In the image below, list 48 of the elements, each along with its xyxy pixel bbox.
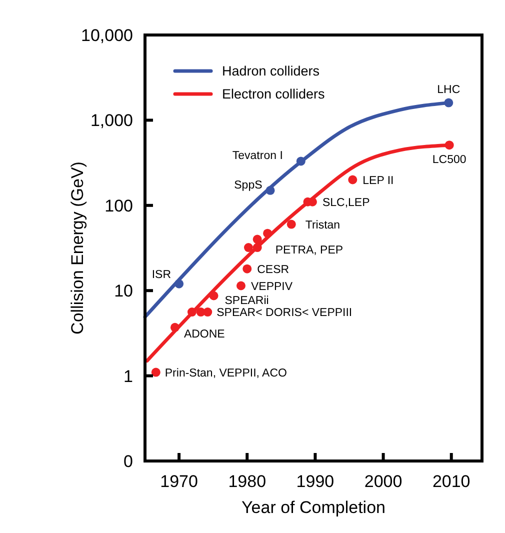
annotation: SPEARii	[224, 294, 269, 307]
point	[203, 308, 212, 317]
x-tick-label: 1970	[160, 472, 198, 491]
point	[242, 264, 252, 274]
point	[286, 220, 296, 229]
y-axis-title: Collision Energy (GeV)	[68, 162, 87, 334]
annotation: Prin-Stan, VEPPII, ACO	[164, 367, 288, 380]
x-axis-title: Year of Completion	[242, 498, 386, 517]
point	[348, 175, 358, 184]
y-tick-label: 10,000	[81, 26, 133, 45]
x-tick-label: 2000	[364, 472, 402, 491]
point	[244, 243, 253, 252]
point	[236, 281, 246, 290]
y-tick-label: 100	[104, 196, 133, 216]
point	[209, 291, 218, 300]
x-tick-label: 2010	[432, 472, 470, 491]
point	[296, 156, 306, 166]
point	[187, 308, 196, 317]
annotation: VEPPIV	[250, 280, 293, 293]
y-tick-label: 1	[124, 366, 133, 386]
annotation: LHC	[437, 84, 460, 96]
point	[170, 322, 180, 332]
annotation: SppS	[234, 179, 263, 192]
annotation: Tevatron I	[232, 150, 283, 162]
annotation: Tristan	[305, 219, 340, 232]
point	[444, 98, 454, 108]
point	[174, 279, 184, 288]
y-tick-label: 0	[124, 452, 133, 471]
annotation: LEP II	[362, 174, 394, 187]
annotation: SPEAR< DORIS< VEPPIII	[216, 307, 352, 320]
point	[444, 140, 454, 150]
x-tick-label: 1980	[228, 472, 266, 491]
point	[151, 368, 160, 377]
point	[252, 243, 262, 252]
annotation: ADONE	[184, 328, 226, 340]
annotation: CESR	[257, 264, 290, 276]
annotation: SLC,LEP	[322, 196, 370, 209]
y-tick-label: 1,000	[90, 111, 133, 130]
x-tick-label: 1990	[296, 472, 334, 491]
annotation: ISR	[152, 268, 172, 281]
point	[266, 186, 275, 195]
legend-label: Electron colliders	[222, 86, 326, 102]
y-tick-label: 10	[114, 282, 133, 301]
legend-label: Hadron colliders	[222, 64, 320, 79]
annotation: PETRA, PEP	[275, 244, 344, 257]
point	[263, 228, 272, 238]
point	[252, 234, 262, 244]
annotation: LC500	[432, 154, 466, 166]
